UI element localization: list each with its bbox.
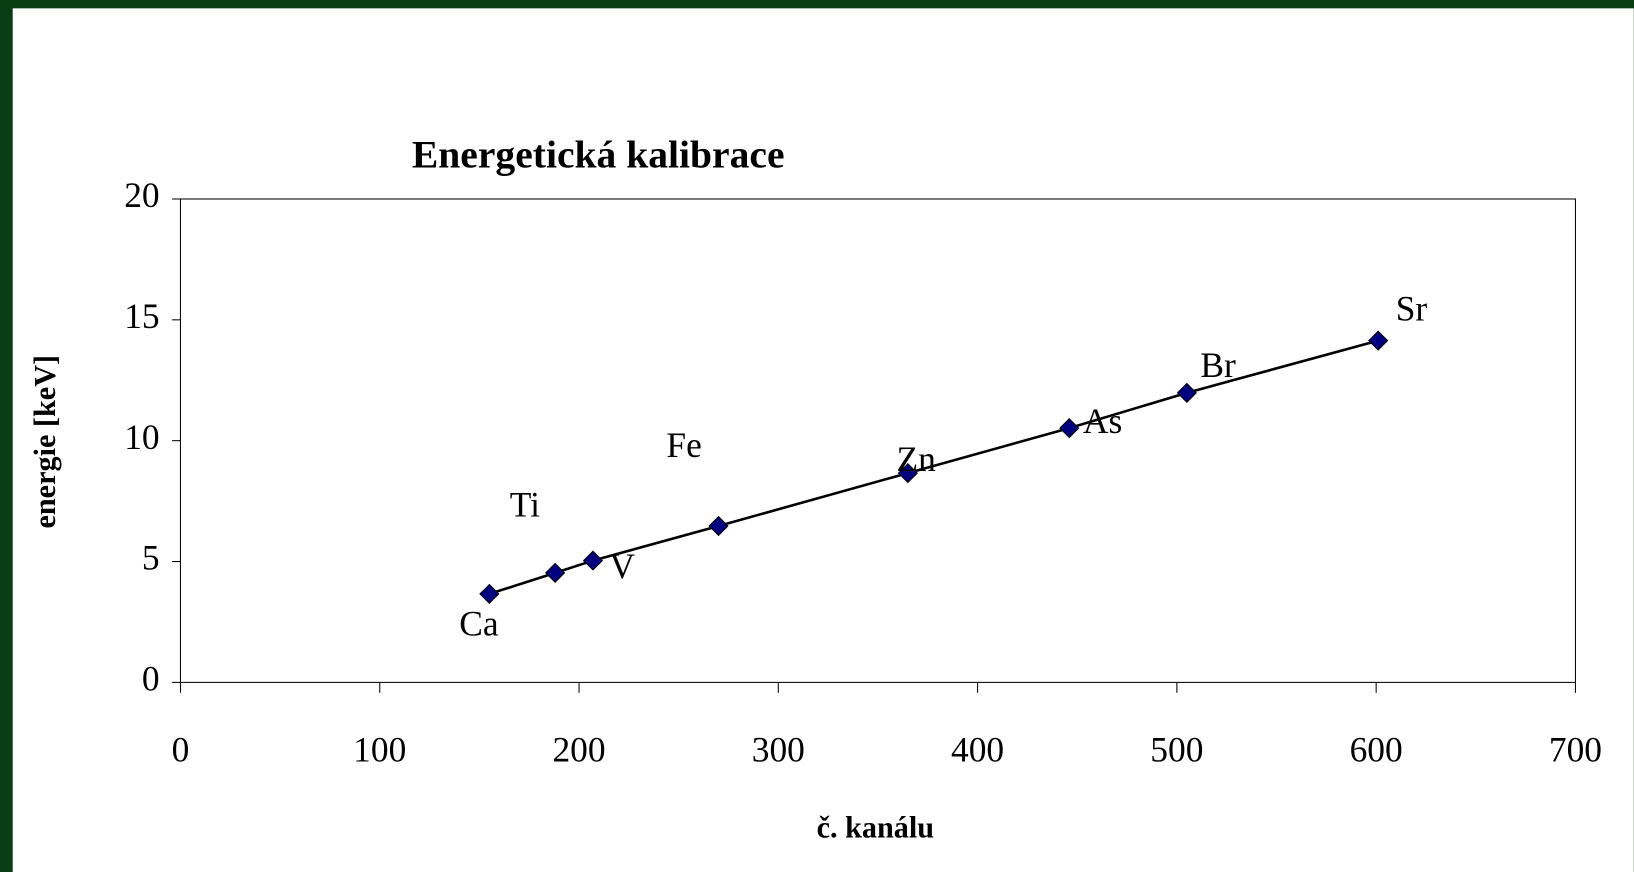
- y-tick-label: 15: [124, 296, 159, 336]
- x-tick-label: 100: [353, 729, 406, 769]
- chart-title: Energetická kalibrace: [412, 132, 785, 176]
- marker: [1176, 382, 1197, 403]
- marker: [1059, 418, 1080, 439]
- point-label: As: [1083, 401, 1122, 441]
- marker: [544, 562, 566, 584]
- slide-background: [12, 8, 1634, 872]
- x-tick-label: 400: [951, 729, 1004, 769]
- x-tick-label: 300: [752, 729, 805, 769]
- x-tick-label: 200: [552, 729, 605, 769]
- point-label: Sr: [1396, 289, 1428, 329]
- marker: [1368, 330, 1389, 351]
- point-label: Zn: [897, 439, 937, 479]
- x-tick-label: 500: [1150, 729, 1203, 769]
- marker: [708, 515, 729, 537]
- x-axis-title: č. kanálu: [817, 810, 935, 844]
- x-tick-label: 600: [1350, 729, 1403, 769]
- x-tick-label: 0: [172, 729, 190, 769]
- y-tick-label: 5: [142, 538, 160, 578]
- y-tick-label: 20: [124, 175, 159, 215]
- y-axis-title: energie [keV]: [28, 355, 62, 529]
- x-tick-label: 700: [1549, 729, 1602, 769]
- point-label: Br: [1200, 345, 1236, 385]
- marker: [479, 583, 500, 605]
- y-tick-label: 0: [142, 659, 160, 699]
- point-label: V: [609, 546, 635, 586]
- marker: [897, 462, 918, 484]
- y-tick-label: 10: [124, 417, 159, 457]
- marker: [582, 550, 604, 571]
- point-label: Fe: [666, 425, 701, 465]
- point-label: Ca: [459, 603, 499, 643]
- point-label: Ti: [510, 484, 540, 524]
